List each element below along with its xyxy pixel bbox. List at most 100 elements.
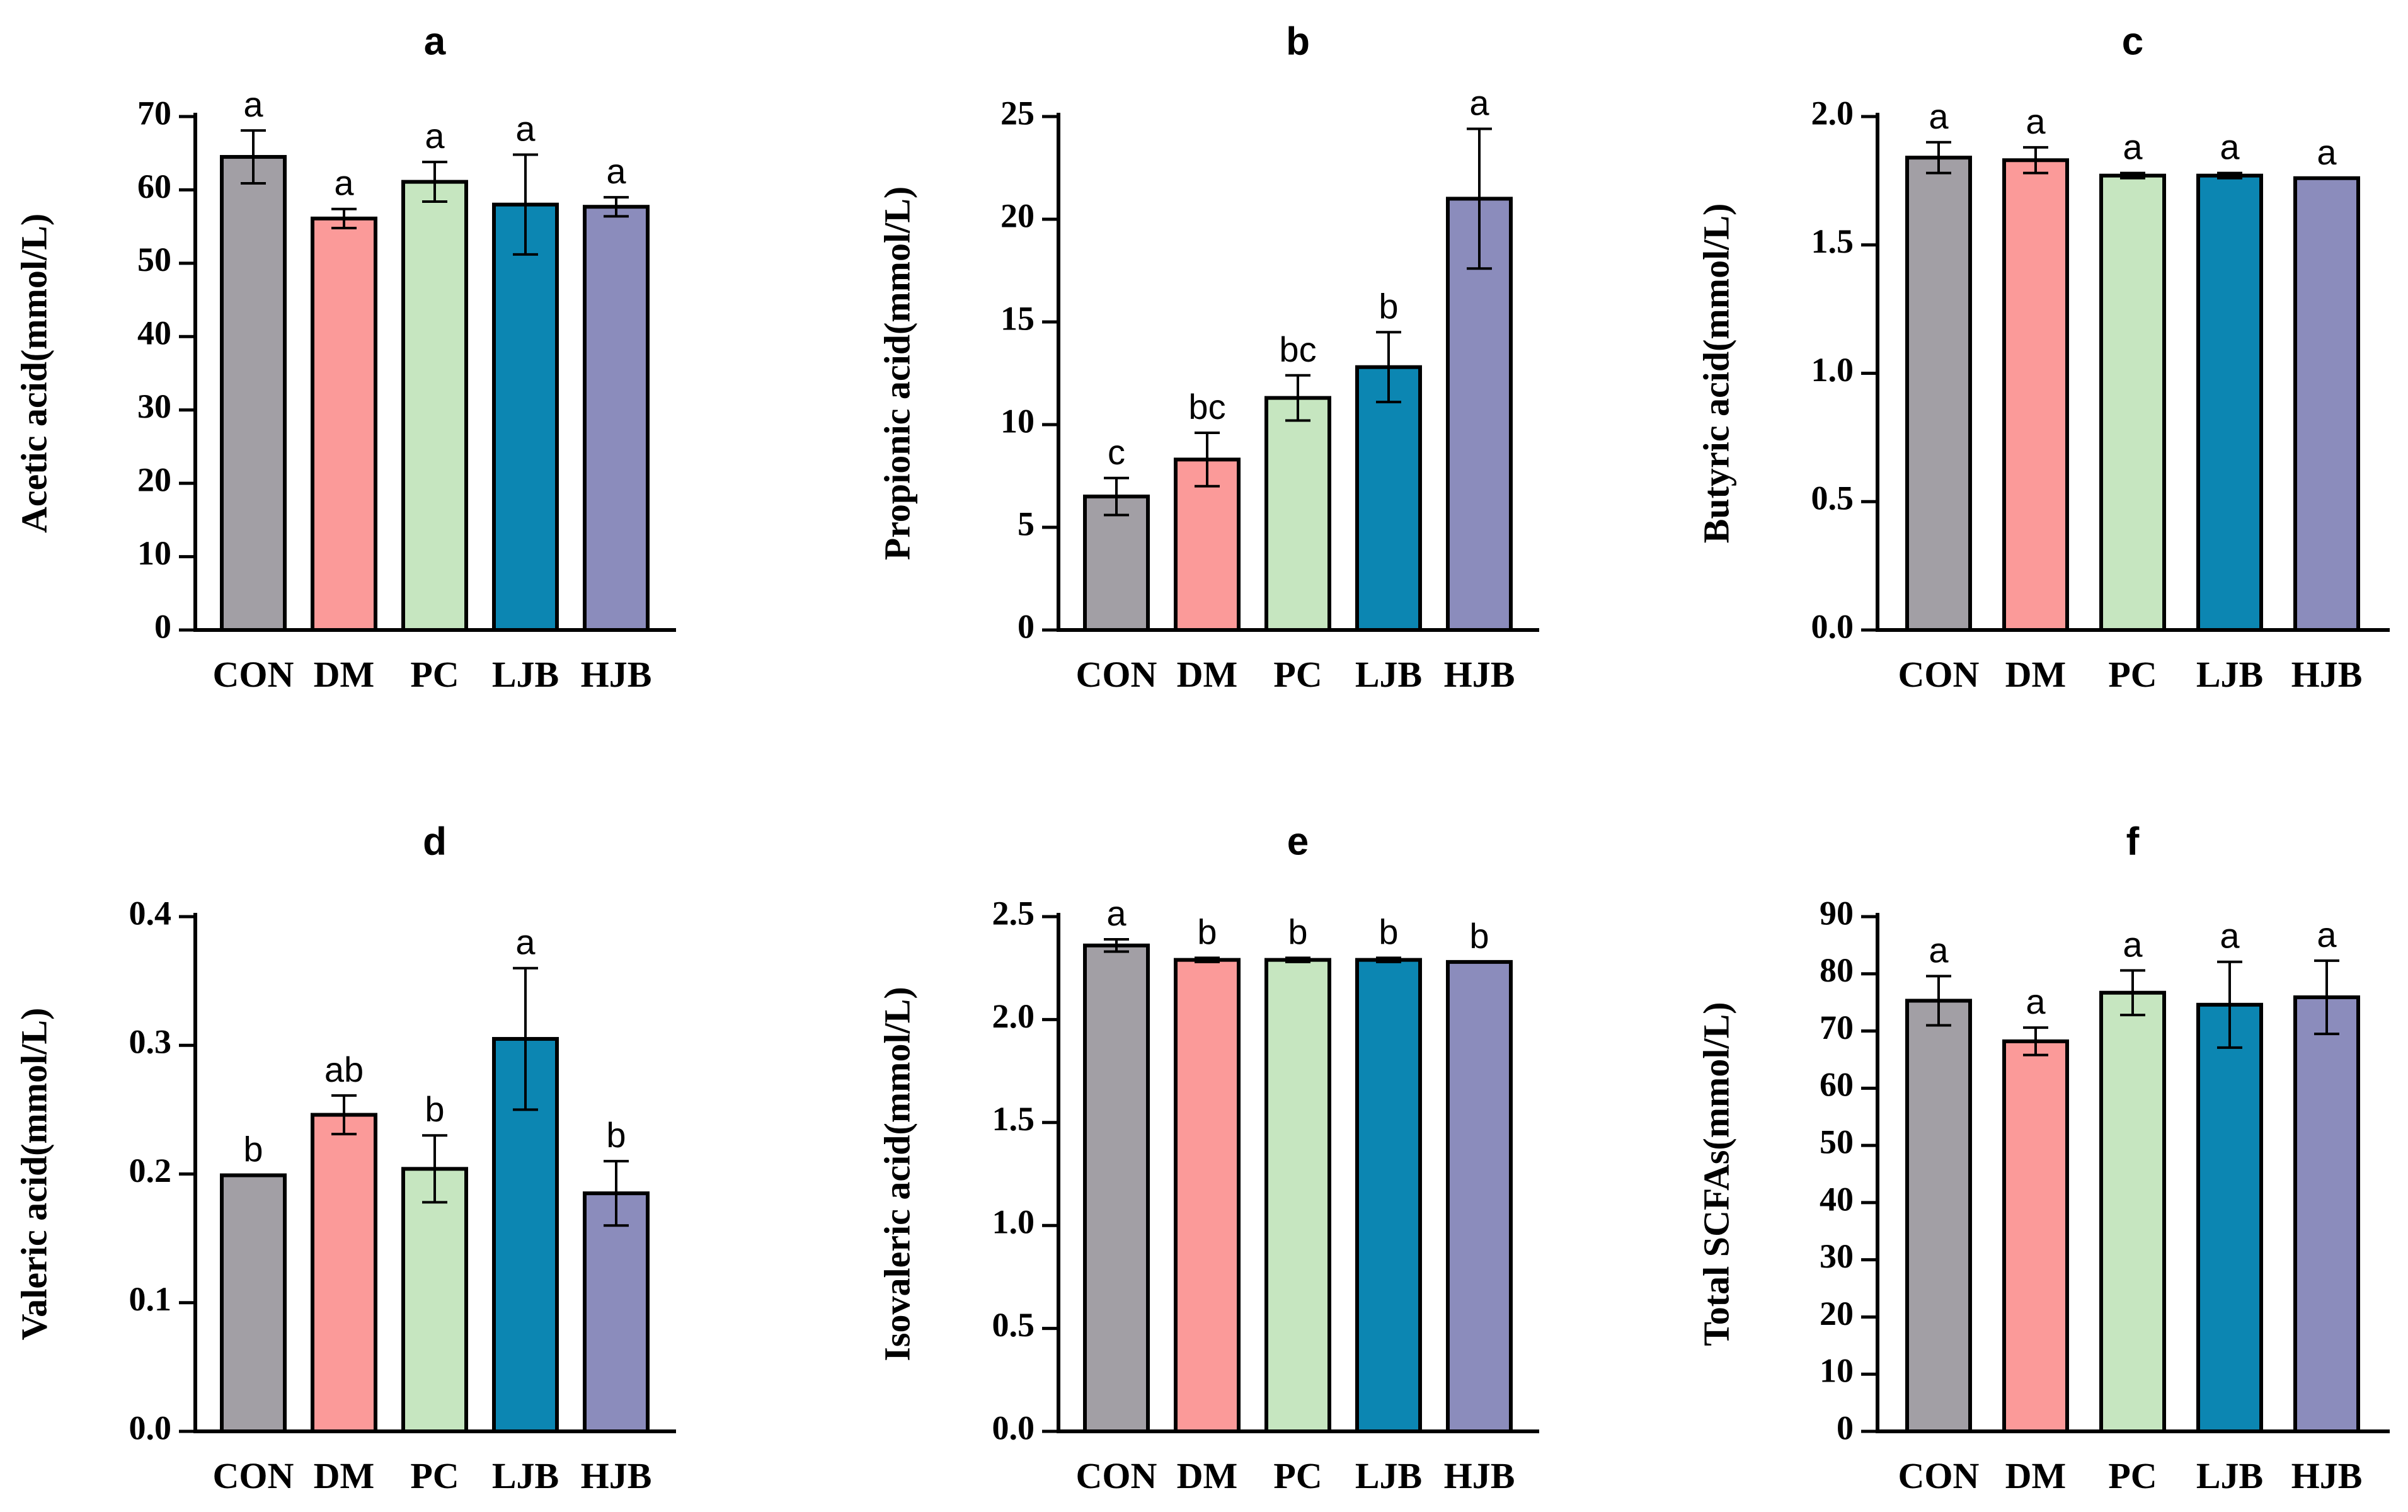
significance-label: a bbox=[1469, 83, 1489, 123]
y-tick-label: 0 bbox=[154, 607, 171, 645]
x-tick-label: LJB bbox=[2196, 654, 2263, 695]
y-tick-label: 0.0 bbox=[129, 1409, 172, 1446]
y-tick-label: 1.5 bbox=[992, 1100, 1035, 1138]
x-tick-label: HJB bbox=[1444, 654, 1515, 695]
x-tick-label: CON bbox=[213, 1455, 294, 1496]
significance-label: b bbox=[425, 1089, 444, 1129]
y-tick-label: 0 bbox=[1018, 607, 1035, 645]
y-tick-label: 15 bbox=[1000, 299, 1035, 337]
x-tick-label: PC bbox=[2108, 1455, 2157, 1496]
significance-label: a bbox=[2026, 101, 2046, 141]
bar-con bbox=[1083, 943, 1150, 1433]
x-tick-label: LJB bbox=[1355, 654, 1422, 695]
y-axis-label: Total SCFAs(mmol/L) bbox=[1695, 1002, 1736, 1346]
x-tick-label: DM bbox=[2005, 654, 2067, 695]
x-tick-label: HJB bbox=[2291, 654, 2363, 695]
panel-title: d bbox=[423, 820, 447, 863]
y-tick-label: 70 bbox=[137, 94, 171, 132]
bar-ljb bbox=[2196, 1002, 2263, 1433]
significance-label: a bbox=[2220, 127, 2240, 167]
y-axis-label: Propionic acid(mmol/L) bbox=[876, 186, 917, 560]
x-tick-label: HJB bbox=[581, 1455, 652, 1496]
y-tick-label: 1.0 bbox=[992, 1203, 1035, 1241]
x-tick-label: CON bbox=[1898, 654, 1980, 695]
x-tick-label: CON bbox=[213, 654, 294, 695]
chart-panel-e: e Isovaleric acid(mmol/L) a CON b DM b PC b LJB b H… bbox=[876, 820, 1539, 1496]
y-tick-label: 1.0 bbox=[1811, 351, 1854, 389]
significance-label: a bbox=[1106, 893, 1127, 933]
x-tick-label: LJB bbox=[2196, 1455, 2263, 1496]
x-tick-label: PC bbox=[410, 1455, 459, 1496]
bar-ljb bbox=[2196, 173, 2263, 633]
y-tick-label: 2.0 bbox=[992, 997, 1035, 1035]
significance-label: a bbox=[2123, 924, 2143, 964]
significance-label: a bbox=[425, 116, 445, 156]
y-axis-label: Valeric acid(mmol/L) bbox=[13, 1008, 54, 1341]
y-tick-label: 20 bbox=[1820, 1295, 1854, 1332]
y-tick-label: 0.1 bbox=[129, 1280, 172, 1318]
chart-panel-a: a Acetic acid(mmol/L) a CON a DM a PC a LJB a HJB 0 1… bbox=[13, 20, 676, 695]
significance-label: a bbox=[2317, 132, 2337, 172]
significance-label: a bbox=[2026, 982, 2046, 1021]
y-tick-label: 20 bbox=[1000, 197, 1035, 234]
y-tick-label: 0.2 bbox=[129, 1152, 172, 1189]
x-tick-label: CON bbox=[1076, 654, 1157, 695]
significance-label: b bbox=[1379, 912, 1398, 951]
significance-label: bc bbox=[1188, 387, 1225, 427]
panel-title: e bbox=[1287, 820, 1309, 863]
significance-label: ab bbox=[324, 1050, 364, 1089]
x-tick-label: CON bbox=[1076, 1455, 1157, 1496]
y-tick-label: 10 bbox=[1820, 1352, 1854, 1390]
significance-label: b bbox=[606, 1115, 626, 1155]
bar-ljb bbox=[1355, 365, 1422, 632]
chart-panel-b: b Propionic acid(mmol/L) c CON bc DM bc PC b LJB a… bbox=[876, 20, 1539, 695]
y-tick-label: 0.5 bbox=[992, 1306, 1035, 1344]
bar-dm bbox=[311, 216, 377, 633]
x-tick-label: DM bbox=[314, 654, 375, 695]
significance-label: a bbox=[243, 84, 263, 124]
x-tick-label: PC bbox=[2108, 654, 2157, 695]
y-axis-label: Butyric acid(mmol/L) bbox=[1695, 203, 1736, 544]
significance-label: a bbox=[2220, 916, 2240, 956]
x-tick-label: LJB bbox=[492, 654, 559, 695]
significance-label: a bbox=[2123, 127, 2143, 167]
bar-dm bbox=[1174, 958, 1241, 1434]
y-tick-label: 40 bbox=[137, 314, 171, 352]
y-tick-label: 50 bbox=[1820, 1123, 1854, 1161]
x-tick-label: HJB bbox=[581, 654, 652, 695]
y-tick-label: 0.3 bbox=[129, 1023, 172, 1061]
x-tick-label: DM bbox=[1177, 1455, 1238, 1496]
y-tick-label: 0.0 bbox=[1811, 607, 1854, 645]
bar-pc bbox=[2099, 173, 2166, 633]
panel-title: b bbox=[1286, 20, 1310, 63]
y-tick-label: 20 bbox=[137, 461, 171, 499]
y-tick-label: 0.4 bbox=[129, 894, 172, 932]
significance-label: a bbox=[334, 163, 354, 203]
chart-panel-c: c Butyric acid(mmol/L) a CON a DM a PC a LJB a HJB 0… bbox=[1695, 20, 2390, 695]
significance-label: b bbox=[1288, 912, 1307, 951]
bar-ljb bbox=[492, 202, 559, 632]
y-tick-label: 90 bbox=[1820, 894, 1854, 932]
y-axis-label: Isovaleric acid(mmol/L) bbox=[876, 987, 917, 1361]
x-tick-label: HJB bbox=[1444, 1455, 1515, 1496]
bar-dm bbox=[2002, 1039, 2069, 1433]
bar-pc bbox=[1264, 396, 1331, 632]
y-tick-label: 60 bbox=[1820, 1066, 1854, 1104]
y-tick-label: 30 bbox=[137, 387, 171, 425]
panel-title: f bbox=[2126, 820, 2140, 863]
panel-title: a bbox=[424, 20, 446, 63]
panel-title: c bbox=[2122, 20, 2143, 63]
x-tick-label: CON bbox=[1898, 1455, 1980, 1496]
y-tick-label: 2.5 bbox=[992, 894, 1035, 932]
significance-label: a bbox=[1929, 96, 1949, 136]
y-tick-label: 5 bbox=[1018, 505, 1035, 542]
bar-pc bbox=[401, 180, 468, 633]
significance-label: b bbox=[1379, 286, 1398, 326]
x-tick-label: PC bbox=[1273, 654, 1322, 695]
bar-hjb bbox=[1446, 959, 1513, 1433]
y-tick-label: 2.0 bbox=[1811, 94, 1854, 132]
chart-panel-d: d Valeric acid(mmol/L) b CON ab DM b PC a LJB b HJB… bbox=[13, 820, 676, 1496]
bar-con bbox=[220, 1173, 287, 1433]
y-tick-label: 25 bbox=[1000, 94, 1035, 132]
